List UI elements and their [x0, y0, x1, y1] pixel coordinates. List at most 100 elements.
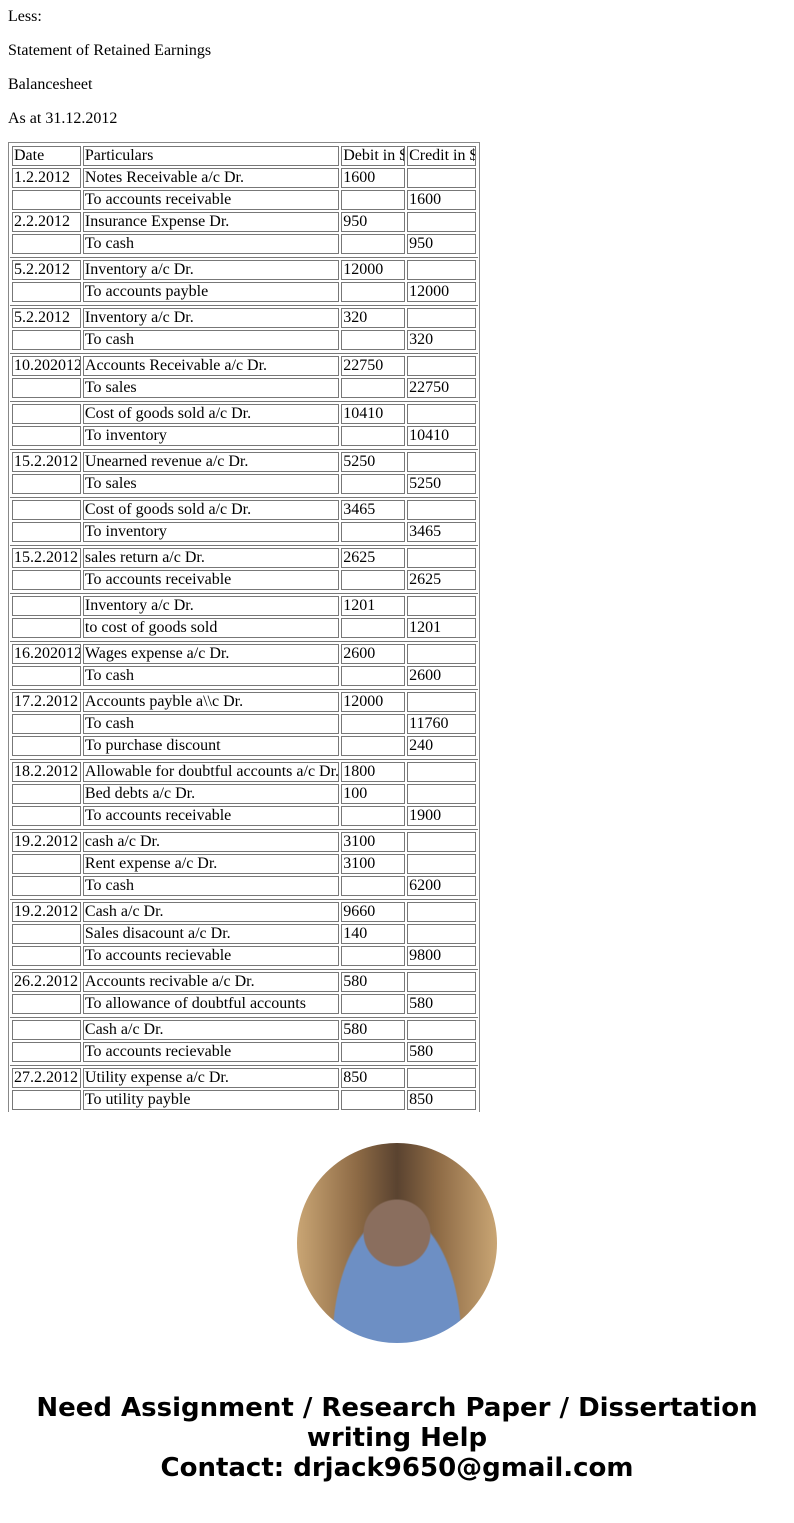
credit-cell	[407, 308, 476, 328]
debit-cell: 22750	[341, 356, 406, 376]
particulars-cell: To cash	[82, 714, 340, 734]
particulars-cell: Accounts Receivable a/c Dr.	[82, 356, 340, 376]
journal-entry-group: 5.2.2012 Inventory a/c Dr. 320 To cash 320	[10, 305, 478, 352]
journal-table: Date Particulars Debit in $ Credit in $1.2.…	[8, 142, 480, 1112]
footer-contact: Contact: drjack9650@gmail.com	[160, 1453, 634, 1483]
particulars-cell: Inventory a/c Dr.	[82, 596, 340, 616]
particulars-cell: Cash a/c Dr.	[82, 1020, 340, 1040]
credit-cell	[407, 404, 476, 424]
debit-cell: 12000	[341, 692, 406, 712]
particulars-cell: To cash	[82, 330, 340, 350]
date-cell: 17.2.2012	[12, 692, 81, 712]
footer-help-text: Need Assignment / Research Paper / Disse…	[36, 1393, 758, 1453]
particulars-cell: To cash	[82, 234, 340, 254]
date-cell: 15.2.2012	[12, 452, 81, 472]
debit-cell: Debit in $	[341, 146, 406, 166]
table-row: To sales 5250	[12, 474, 476, 494]
table-row: To accounts recievable 580	[12, 1042, 476, 1062]
debit-cell	[341, 378, 406, 398]
table-row: 19.2.2012 cash a/c Dr. 3100	[12, 832, 476, 852]
date-cell: 15.2.2012	[12, 548, 81, 568]
journal-entry-group: 5.2.2012 Inventory a/c Dr. 12000 To account…	[10, 257, 478, 304]
debit-cell	[341, 570, 406, 590]
credit-cell: 5250	[407, 474, 476, 494]
credit-cell: 2600	[407, 666, 476, 686]
credit-cell: 6200	[407, 876, 476, 896]
table-row: 2.2.2012 Insurance Expense Dr. 950	[12, 212, 476, 232]
particulars-cell: Insurance Expense Dr.	[82, 212, 340, 232]
particulars-cell: To accounts recievable	[82, 946, 340, 966]
journal-entry-group: 19.2.2012 Cash a/c Dr. 9660 Sales disacount…	[10, 899, 478, 968]
date-cell	[12, 596, 81, 616]
debit-cell: 3465	[341, 500, 406, 520]
date-cell	[12, 282, 81, 302]
credit-cell	[407, 644, 476, 664]
journal-entry-group: 10.202012 Accounts Receivable a/c Dr. 2275…	[10, 353, 478, 400]
date-cell: 1.2.2012	[12, 168, 81, 188]
date-cell	[12, 474, 81, 494]
table-row: Sales disacount a/c Dr. 140	[12, 924, 476, 944]
debit-cell	[341, 946, 406, 966]
table-row: Cost of goods sold a/c Dr. 10410	[12, 404, 476, 424]
credit-cell: 22750	[407, 378, 476, 398]
journal-entry-group: 15.2.2012 sales return a/c Dr. 2625 To acco…	[10, 545, 478, 592]
date-cell: 5.2.2012	[12, 308, 81, 328]
debit-cell	[341, 234, 406, 254]
credit-cell: Credit in $	[407, 146, 476, 166]
particulars-cell: To allowance of doubtful accounts	[82, 994, 340, 1014]
table-row: 10.202012 Accounts Receivable a/c Dr. 2275…	[12, 356, 476, 376]
debit-cell: 12000	[341, 260, 406, 280]
table-row: To inventory 3465	[12, 522, 476, 542]
particulars-cell: Particulars	[82, 146, 340, 166]
debit-cell	[341, 714, 406, 734]
table-row: Rent expense a/c Dr. 3100	[12, 854, 476, 874]
particulars-cell: To sales	[82, 378, 340, 398]
credit-cell: 1600	[407, 190, 476, 210]
table-row: 1.2.2012 Notes Receivable a/c Dr. 1600	[12, 168, 476, 188]
date-cell	[12, 784, 81, 804]
credit-cell	[407, 212, 476, 232]
table-row: To purchase discount 240	[12, 736, 476, 756]
table-row: 18.2.2012 Allowable for doubtful accounts…	[12, 762, 476, 782]
debit-cell	[341, 190, 406, 210]
table-row: To cash 2600	[12, 666, 476, 686]
date-cell	[12, 404, 81, 424]
date-cell: 16.202012	[12, 644, 81, 664]
particulars-cell: Bed debts a/c Dr.	[82, 784, 340, 804]
table-row: To accounts recievable 9800	[12, 946, 476, 966]
debit-cell: 140	[341, 924, 406, 944]
table-row: To cash 320	[12, 330, 476, 350]
debit-cell: 950	[341, 212, 406, 232]
credit-cell: 1201	[407, 618, 476, 638]
particulars-cell: Accounts recivable a/c Dr.	[82, 972, 340, 992]
table-row: To accounts payble 12000	[12, 282, 476, 302]
debit-cell	[341, 474, 406, 494]
debit-cell: 1800	[341, 762, 406, 782]
credit-cell: 950	[407, 234, 476, 254]
debit-cell: 2625	[341, 548, 406, 568]
debit-cell	[341, 522, 406, 542]
debit-cell	[341, 282, 406, 302]
table-row: 5.2.2012 Inventory a/c Dr. 12000	[12, 260, 476, 280]
credit-cell	[407, 854, 476, 874]
debit-cell: 320	[341, 308, 406, 328]
particulars-cell: Allowable for doubtful accounts a/c Dr.	[82, 762, 340, 782]
particulars-cell: Cash a/c Dr.	[82, 902, 340, 922]
debit-cell: 850	[341, 1068, 406, 1088]
table-row: To utility payble 850	[12, 1090, 476, 1110]
credit-cell	[407, 692, 476, 712]
date-cell: 27.2.2012	[12, 1068, 81, 1088]
date-cell	[12, 330, 81, 350]
debit-cell: 3100	[341, 854, 406, 874]
date-cell	[12, 1020, 81, 1040]
debit-cell: 580	[341, 1020, 406, 1040]
particulars-cell: Cost of goods sold a/c Dr.	[82, 500, 340, 520]
particulars-cell: Notes Receivable a/c Dr.	[82, 168, 340, 188]
journal-entry-group: 17.2.2012 Accounts payble a\\c Dr. 12000 To…	[10, 689, 478, 758]
journal-entry-group: 15.2.2012 Unearned revenue a/c Dr. 5250 To …	[10, 449, 478, 496]
date-cell	[12, 190, 81, 210]
particulars-cell: To accounts receivable	[82, 190, 340, 210]
table-row: Inventory a/c Dr. 1201	[12, 596, 476, 616]
particulars-cell: Utility expense a/c Dr.	[82, 1068, 340, 1088]
credit-cell: 320	[407, 330, 476, 350]
